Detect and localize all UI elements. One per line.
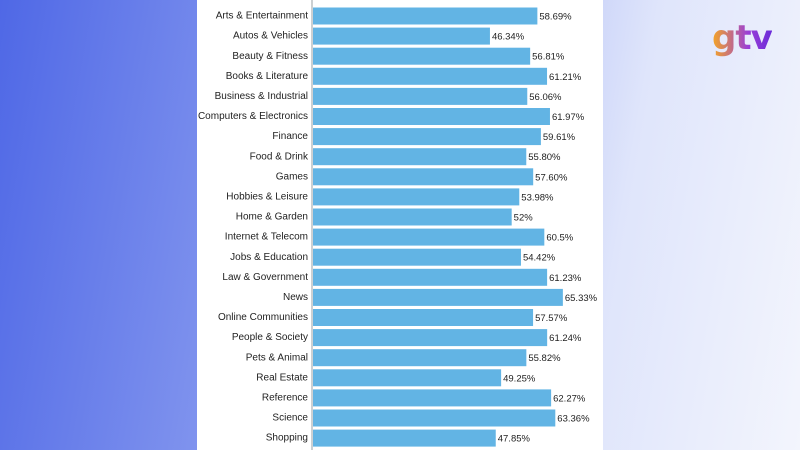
bar bbox=[313, 248, 521, 266]
category-label: Books & Literature bbox=[226, 71, 309, 82]
bar bbox=[313, 67, 548, 85]
value-label: 61.97% bbox=[552, 112, 585, 123]
value-label: 56.81% bbox=[532, 52, 565, 63]
category-label: Internet & Telecom bbox=[225, 232, 308, 243]
bar bbox=[313, 389, 552, 407]
category-label: Home & Garden bbox=[236, 212, 308, 223]
category-label: Food & Drink bbox=[250, 151, 309, 162]
category-label: Science bbox=[272, 413, 308, 424]
value-label: 58.69% bbox=[539, 12, 572, 23]
value-label: 53.98% bbox=[521, 192, 554, 203]
bar bbox=[313, 349, 527, 367]
category-label: Business & Industrial bbox=[215, 91, 308, 102]
category-label: Hobbies & Leisure bbox=[226, 192, 308, 203]
value-label: 46.34% bbox=[492, 32, 525, 43]
bar bbox=[313, 208, 512, 226]
category-label: People & Society bbox=[232, 332, 308, 343]
category-label: Beauty & Fitness bbox=[232, 51, 308, 62]
bar bbox=[313, 409, 556, 427]
bar bbox=[313, 47, 531, 65]
category-label: Real Estate bbox=[256, 372, 308, 383]
value-label: 56.06% bbox=[529, 92, 562, 103]
bar bbox=[313, 429, 496, 447]
value-label: 49.25% bbox=[503, 373, 536, 384]
value-label: 57.60% bbox=[535, 172, 568, 183]
bar bbox=[313, 329, 548, 347]
value-label: 55.80% bbox=[528, 152, 561, 163]
value-label: 63.36% bbox=[557, 414, 590, 425]
bar bbox=[313, 268, 548, 286]
category-label: Pets & Animal bbox=[246, 352, 308, 363]
bar bbox=[313, 128, 541, 146]
category-label: Jobs & Education bbox=[230, 252, 308, 263]
value-label: 54.42% bbox=[523, 253, 556, 264]
value-label: 62.27% bbox=[553, 393, 586, 404]
category-label: Games bbox=[276, 171, 308, 182]
category-label: Shopping bbox=[266, 433, 308, 444]
value-label: 61.21% bbox=[549, 72, 582, 83]
bar bbox=[313, 228, 545, 246]
value-label: 60.5% bbox=[546, 233, 573, 244]
value-label: 61.23% bbox=[549, 273, 582, 284]
category-label: Online Communities bbox=[218, 312, 308, 323]
category-label: Reference bbox=[262, 393, 309, 404]
value-label: 65.33% bbox=[565, 293, 598, 304]
bar bbox=[313, 188, 520, 206]
category-label: Law & Government bbox=[222, 272, 308, 283]
value-label: 47.85% bbox=[498, 434, 531, 445]
bar bbox=[313, 309, 534, 326]
category-label: Finance bbox=[272, 131, 308, 142]
category-label: Computers & Electronics bbox=[198, 111, 308, 122]
bar bbox=[313, 7, 538, 25]
value-label: 52% bbox=[514, 213, 534, 224]
value-label: 57.57% bbox=[535, 313, 568, 324]
value-label: 55.82% bbox=[528, 353, 561, 364]
category-label: News bbox=[283, 292, 308, 303]
bar bbox=[313, 27, 490, 45]
bar bbox=[313, 168, 534, 186]
bar bbox=[313, 369, 502, 387]
bar bbox=[313, 148, 527, 166]
category-label: Arts & Entertainment bbox=[216, 11, 308, 22]
value-label: 61.24% bbox=[549, 333, 582, 344]
category-label: Autos & Vehicles bbox=[233, 31, 308, 42]
logo: gtv bbox=[712, 18, 773, 58]
bar bbox=[313, 87, 528, 105]
value-label: 59.61% bbox=[543, 132, 576, 143]
bar bbox=[313, 288, 563, 306]
bar bbox=[313, 108, 550, 125]
